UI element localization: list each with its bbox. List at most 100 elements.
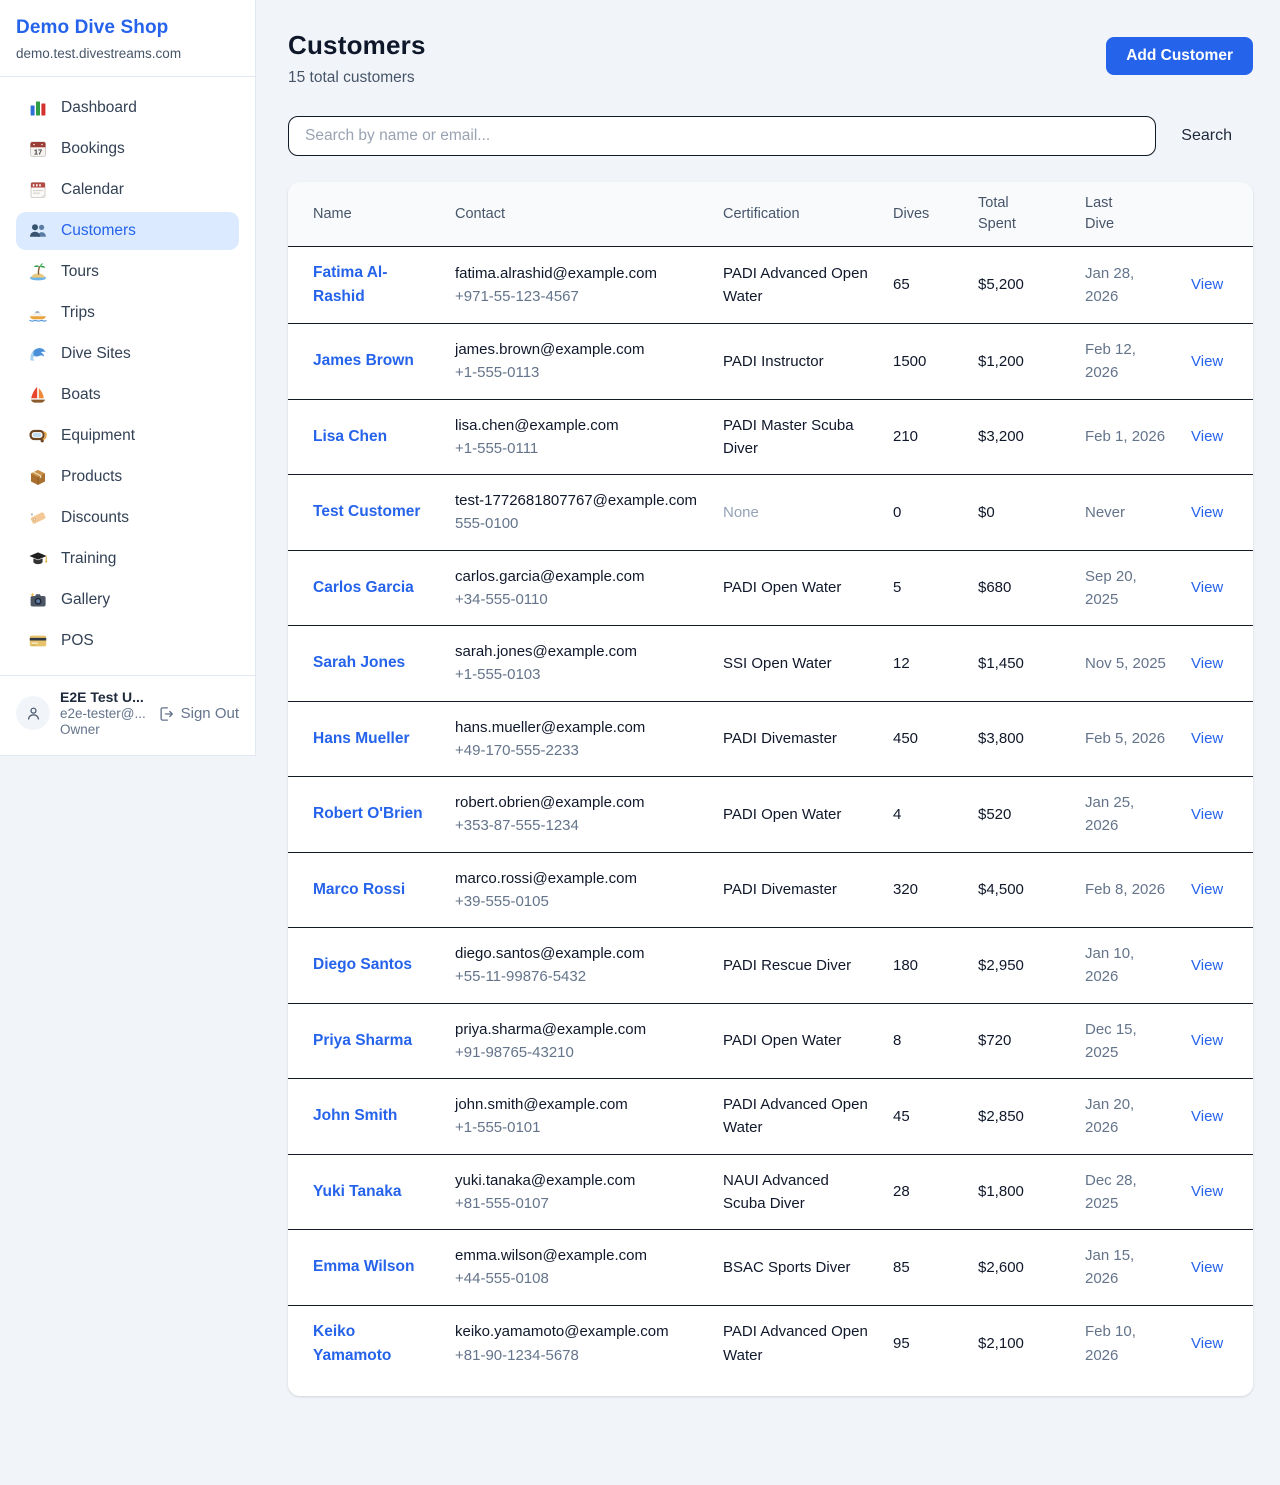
customer-total-spent: $1,200 [966, 323, 1073, 400]
page-header: Customers 15 total customers Add Custome… [288, 30, 1253, 87]
customer-total-spent: $520 [966, 776, 1073, 853]
customer-certification: PADI Advanced Open Water [711, 246, 881, 325]
brand: Demo Dive Shop demo.test.divestreams.com [0, 0, 255, 77]
customer-name-link[interactable]: James Brown [313, 352, 414, 370]
customer-phone: +91-98765-43210 [455, 1043, 574, 1061]
sidebar-item-pos[interactable]: POS [16, 622, 239, 660]
customer-email: marco.rossi@example.com [455, 869, 637, 887]
view-link[interactable]: View [1191, 1032, 1224, 1050]
total-customers-count: 15 total customers [288, 69, 415, 86]
customer-email: emma.wilson@example.com [455, 1247, 647, 1265]
customer-dives: 8 [881, 1003, 966, 1080]
customer-certification: PADI Open Water [711, 550, 881, 627]
view-link[interactable]: View [1191, 503, 1224, 521]
view-link[interactable]: View [1191, 352, 1224, 370]
sidebar-item-trips[interactable]: Trips [16, 294, 239, 332]
sidebar-item-dashboard[interactable]: Dashboard [16, 89, 239, 127]
customer-dives: 1500 [881, 323, 966, 400]
customer-phone: +81-90-1234-5678 [455, 1346, 579, 1364]
customer-name-link[interactable]: Emma Wilson [313, 1258, 415, 1276]
sidebar-item-bookings[interactable]: 17 Bookings [16, 130, 239, 168]
customer-total-spent: $3,800 [966, 701, 1073, 778]
customer-name-link[interactable]: Test Customer [313, 503, 421, 521]
sidebar-item-discounts[interactable]: Discounts [16, 499, 239, 537]
customer-total-spent: $2,850 [966, 1078, 1073, 1155]
dive-mask-icon [28, 426, 48, 446]
customer-dives: 65 [881, 246, 966, 325]
customer-phone: +49-170-555-2233 [455, 741, 579, 759]
customer-name-link[interactable]: Fatima Al-Rashid [313, 264, 388, 306]
sidebar-item-training[interactable]: Training [16, 540, 239, 578]
view-link[interactable]: View [1191, 881, 1224, 899]
customer-last-dive: Feb 5, 2026 [1073, 701, 1179, 778]
table-row: Lisa Chen lisa.chen@example.com +1-555-0… [288, 399, 1253, 476]
user-box: E2E Test U... e2e-tester@... Owner Sign … [0, 675, 255, 755]
search-button[interactable]: Search [1181, 121, 1232, 151]
customer-dives: 85 [881, 1229, 966, 1306]
page: Demo Dive Shop demo.test.divestreams.com… [0, 0, 1253, 1396]
add-customer-button[interactable]: Add Customer [1106, 37, 1253, 75]
customer-last-dive: Dec 15, 2025 [1073, 1003, 1179, 1080]
customer-name-link[interactable]: Carlos Garcia [313, 578, 414, 596]
sidebar-item-tours[interactable]: Tours [16, 253, 239, 291]
island-icon [28, 262, 48, 282]
customer-dives: 210 [881, 399, 966, 476]
customer-phone: +353-87-555-1234 [455, 817, 579, 835]
view-link[interactable]: View [1191, 956, 1224, 974]
customer-name-link[interactable]: Keiko Yamamoto [313, 1322, 392, 1364]
tag-icon [28, 508, 48, 528]
customer-dives: 5 [881, 550, 966, 627]
customer-last-dive: Nov 5, 2025 [1073, 625, 1179, 702]
view-link[interactable]: View [1191, 1334, 1224, 1352]
table-row: Fatima Al-Rashid fatima.alrashid@example… [288, 246, 1253, 325]
customer-dives: 4 [881, 776, 966, 853]
view-link[interactable]: View [1191, 1258, 1224, 1276]
customer-name-link[interactable]: Hans Mueller [313, 729, 410, 747]
sidebar-nav: Dashboard 17 Bookings Calendar Customers… [0, 77, 255, 675]
table-body: Fatima Al-Rashid fatima.alrashid@example… [288, 246, 1253, 1382]
search-input[interactable] [288, 116, 1157, 156]
sidebar-item-gallery[interactable]: Gallery [16, 581, 239, 619]
col-header-total-spent: Total Spent [966, 182, 1073, 248]
customer-certification: None [711, 474, 881, 551]
table-row: Robert O'Brien robert.obrien@example.com… [288, 776, 1253, 853]
customer-email: keiko.yamamoto@example.com [455, 1323, 669, 1341]
customer-name-link[interactable]: John Smith [313, 1107, 398, 1125]
view-link[interactable]: View [1191, 730, 1224, 748]
customer-name-link[interactable]: Sarah Jones [313, 654, 406, 672]
sidebar-item-products[interactable]: Products [16, 458, 239, 496]
user-email: e2e-tester@... [60, 706, 146, 721]
customer-name-link[interactable]: Marco Rossi [313, 880, 406, 898]
view-link[interactable]: View [1191, 805, 1224, 823]
user-name: E2E Test U... [60, 689, 144, 705]
customer-name-link[interactable]: Lisa Chen [313, 427, 388, 445]
sidebar-item-calendar[interactable]: Calendar [16, 171, 239, 209]
view-link[interactable]: View [1191, 276, 1224, 294]
customer-last-dive: Jan 25, 2026 [1073, 776, 1179, 853]
view-link[interactable]: View [1191, 579, 1224, 597]
customer-certification: PADI Advanced Open Water [711, 1078, 881, 1155]
sidebar-item-equipment[interactable]: Equipment [16, 417, 239, 455]
customer-name-link[interactable]: Diego Santos [313, 956, 413, 974]
sidebar-item-dive-sites[interactable]: Dive Sites [16, 335, 239, 373]
shop-name: Demo Dive Shop [16, 17, 169, 38]
customer-last-dive: Feb 10, 2026 [1085, 1323, 1136, 1364]
customer-name-link[interactable]: Yuki Tanaka [313, 1182, 402, 1200]
table-row: Hans Mueller hans.mueller@example.com +4… [288, 701, 1253, 778]
view-link[interactable]: View [1191, 428, 1224, 446]
customer-certification: PADI Divemaster [711, 701, 881, 778]
sidebar-item-boats[interactable]: Boats [16, 376, 239, 414]
view-link[interactable]: View [1191, 1183, 1224, 1201]
customer-certification: PADI Open Water [711, 1003, 881, 1080]
customer-total-spent: $5,200 [966, 246, 1073, 325]
customer-name-link[interactable]: Robert O'Brien [313, 805, 423, 823]
view-link[interactable]: View [1191, 654, 1224, 672]
sign-out-button[interactable]: Sign Out [157, 704, 239, 722]
customer-name-link[interactable]: Priya Sharma [313, 1031, 413, 1049]
customer-phone: +1-555-0101 [455, 1119, 541, 1137]
sidebar-item-customers[interactable]: Customers [16, 212, 239, 250]
view-link[interactable]: View [1191, 1107, 1224, 1125]
package-icon [28, 467, 48, 487]
table-row: Keiko Yamamoto keiko.yamamoto@example.co… [288, 1305, 1253, 1382]
customer-email: lisa.chen@example.com [455, 416, 619, 434]
